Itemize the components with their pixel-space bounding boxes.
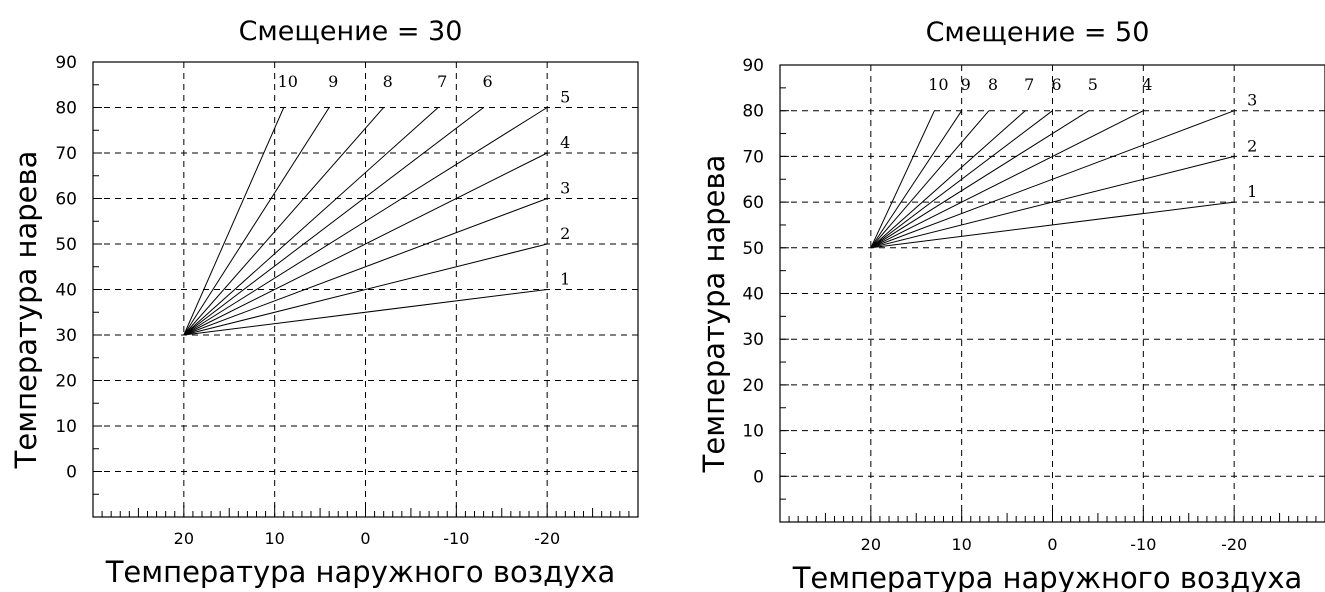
x-tick-label: 20 — [174, 529, 194, 548]
y-tick-label: 60 — [742, 193, 764, 213]
heating-curve-6 — [870, 110, 1053, 249]
y-tick-label: 10 — [742, 422, 764, 442]
y-tick-label: 70 — [742, 147, 764, 167]
x-tick-label: -20 — [534, 529, 560, 548]
y-tick-label: 0 — [66, 463, 77, 483]
y-tick-label: 20 — [55, 372, 77, 392]
x-tick-label: 0 — [1047, 535, 1057, 554]
y-tick-label: 20 — [742, 376, 764, 396]
curve-label-6: 6 — [482, 72, 492, 91]
heating-curve-2 — [183, 243, 548, 336]
heating-curve-7 — [870, 110, 1026, 249]
heating-curve-8 — [183, 107, 385, 336]
curve-label-8: 8 — [383, 72, 393, 91]
heating-curve-2 — [870, 155, 1235, 249]
heating-curve-3 — [870, 110, 1235, 249]
heating-curve-9 — [183, 107, 330, 336]
curve-label-6: 6 — [1051, 75, 1061, 94]
heating-curve-4 — [870, 110, 1144, 249]
curve-label-1: 1 — [1247, 182, 1257, 201]
curve-label-7: 7 — [437, 72, 447, 91]
y-tick-label: 30 — [742, 330, 764, 350]
y-tick-label: 80 — [55, 99, 77, 119]
curve-label-4: 4 — [1142, 75, 1152, 94]
heating-curve-5 — [870, 110, 1090, 249]
curve-label-2: 2 — [1247, 136, 1257, 155]
x-tick-label: -10 — [443, 529, 469, 548]
heating-curve-5 — [183, 107, 548, 336]
curve-label-10: 10 — [278, 72, 298, 91]
curve-label-10: 10 — [928, 75, 948, 94]
curve-label-2: 2 — [560, 224, 570, 243]
curve-label-3: 3 — [1247, 91, 1257, 110]
x-tick-label: -20 — [1221, 535, 1247, 554]
heating-curve-9 — [870, 110, 963, 249]
heating-curve-1 — [183, 289, 548, 336]
x-tick-label: -10 — [1130, 535, 1156, 554]
y-tick-label: 10 — [55, 417, 77, 437]
heating-curve-8 — [870, 110, 990, 249]
y-tick-label: 30 — [55, 326, 77, 346]
curve-label-4: 4 — [560, 133, 570, 152]
y-tick-label: 0 — [753, 467, 764, 487]
curve-label-3: 3 — [560, 179, 570, 198]
curve-label-5: 5 — [1088, 75, 1098, 94]
x-axis-title: Температура наружного воздуха — [792, 561, 1303, 592]
heating-curve-10 — [870, 110, 935, 249]
heating-curve-3 — [183, 198, 548, 336]
y-tick-label: 70 — [55, 144, 77, 164]
chart-panel-1: 0 10 20 30 40 50 60 70 80 90 20 10 0 -10 -20 1 2 3 4 5 6 7 8 9 1… — [9, 16, 639, 589]
curve-label-8: 8 — [988, 75, 998, 94]
heating-curve-7 — [183, 107, 439, 336]
curve-label-1: 1 — [560, 270, 570, 289]
x-tick-label: 10 — [951, 535, 971, 554]
y-tick-label: 50 — [742, 239, 764, 259]
chart-title: Смещение = 50 — [926, 17, 1150, 48]
heating-curve-1 — [870, 201, 1235, 249]
heating-curve-4 — [183, 152, 548, 336]
heating-curve-6 — [183, 107, 484, 336]
y-tick-label: 60 — [55, 190, 77, 210]
curve-label-9: 9 — [328, 72, 338, 91]
y-tick-label: 40 — [55, 281, 77, 301]
y-axis-title: Температура нарева — [697, 155, 731, 474]
y-tick-label: 40 — [742, 285, 764, 305]
y-axis-title: Температура нарева — [9, 151, 43, 470]
y-tick-label: 90 — [55, 53, 77, 73]
curve-label-5: 5 — [560, 88, 570, 107]
y-tick-label: 80 — [742, 102, 764, 122]
curve-label-9: 9 — [961, 75, 971, 94]
heating-curve-10 — [183, 107, 285, 336]
x-tick-label: 20 — [861, 535, 881, 554]
y-tick-label: 50 — [55, 235, 77, 255]
x-tick-label: 10 — [264, 529, 284, 548]
curve-label-7: 7 — [1024, 75, 1034, 94]
y-tick-label: 90 — [742, 56, 764, 76]
chart-title: Смещение = 30 — [239, 16, 463, 47]
x-tick-label: 0 — [360, 529, 370, 548]
x-axis-title: Температура наружного воздуха — [105, 555, 616, 589]
